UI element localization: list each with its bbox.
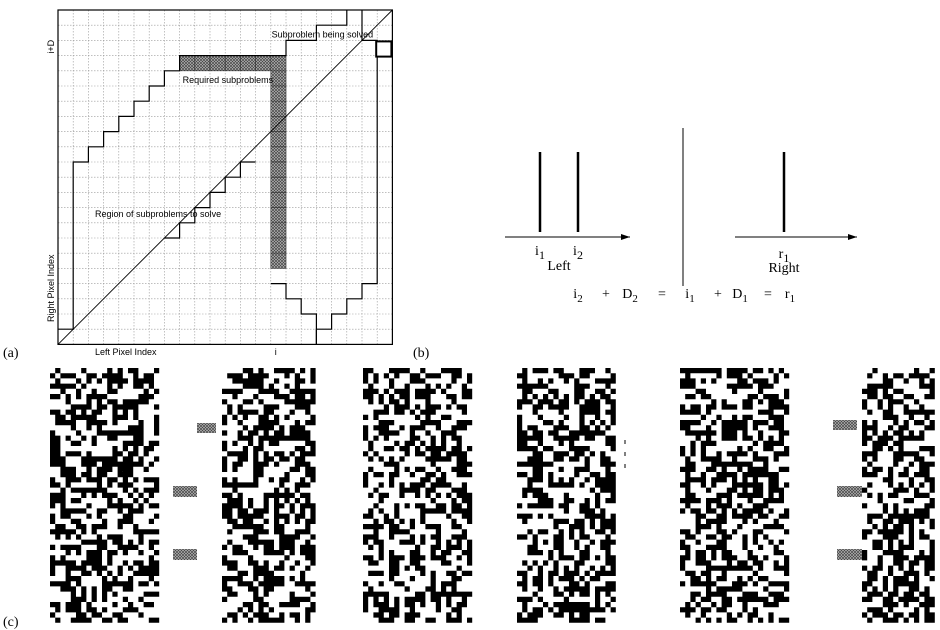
axis-label: Left (547, 259, 570, 274)
required-cell (270, 146, 287, 163)
required-cell (224, 55, 241, 72)
random-dots (862, 368, 935, 623)
symbol-base: i (685, 287, 689, 302)
required-cell (209, 55, 226, 72)
gray-patch (837, 486, 862, 497)
axis-label: Right Pixel Index (46, 254, 56, 322)
required-cell (270, 131, 287, 148)
symbol-base: D (622, 287, 632, 302)
required-cell (194, 55, 211, 72)
axis-mark: i (275, 347, 277, 357)
symbol-sub: 1 (689, 293, 695, 305)
symbol: + (602, 287, 610, 302)
region-boundary (270, 283, 317, 345)
frame (57, 9, 393, 345)
symbol-base: + (602, 287, 610, 302)
gray-patch (833, 420, 857, 430)
symbol: = (764, 287, 772, 302)
symbol: i1 (535, 244, 545, 262)
panel-label: (b) (413, 346, 430, 361)
arrow-head (848, 234, 857, 240)
symbol-sub: 1 (742, 293, 748, 305)
symbol: i2 (573, 244, 583, 262)
arrow-head (621, 234, 630, 240)
axis-label: Right (768, 261, 799, 276)
symbol-base: = (658, 287, 666, 302)
symbol-sub: 2 (632, 293, 638, 305)
annotation: Region of subproblems to solve (95, 209, 221, 219)
panel-c (50, 368, 935, 623)
required-cell (255, 55, 272, 72)
symbol-base: r (785, 287, 790, 302)
required-cell (270, 237, 287, 254)
symbol-base: + (714, 287, 722, 302)
axis-mark: i+D (46, 39, 56, 53)
symbol-sub: 2 (577, 293, 583, 305)
symbol-base: = (764, 287, 772, 302)
symbol: i1 (685, 287, 694, 305)
required-cell (270, 161, 287, 178)
axis-label: Left Pixel Index (95, 347, 157, 357)
required-cell (270, 55, 287, 72)
symbol-base: i (535, 244, 539, 259)
required-cell (270, 100, 287, 117)
gray-patch (173, 549, 197, 560)
symbol-sub: 2 (577, 248, 583, 262)
region-boundary (164, 161, 256, 239)
required-cell (270, 222, 287, 239)
gray-patch (837, 549, 862, 560)
symbol-base: r (779, 247, 784, 262)
symbol-sub: 1 (539, 248, 545, 262)
random-dots (50, 368, 160, 623)
panel-label: (a) (3, 346, 19, 361)
required-cell (270, 192, 287, 208)
symbol: = (658, 287, 666, 302)
required-cell (240, 55, 256, 72)
symbol: + (714, 287, 722, 302)
panel-label: (c) (3, 615, 19, 630)
symbol-base: D (732, 287, 742, 302)
symbol: D2 (622, 287, 638, 305)
region-boundary (315, 10, 378, 345)
symbol: D1 (732, 287, 748, 305)
symbol: i2 (573, 287, 582, 305)
symbol: r1 (785, 287, 795, 305)
symbol-sub: 1 (783, 251, 789, 265)
random-dots (680, 368, 790, 623)
gray-patch (173, 486, 197, 497)
required-cell (270, 207, 287, 224)
required-cell (179, 55, 196, 72)
random-dots (363, 368, 473, 623)
annotation: Subproblem being solved (272, 29, 374, 39)
required-cell (270, 85, 287, 102)
panel-a: Subproblem being solved Required subprobl… (46, 9, 393, 357)
symbol-base: i (573, 287, 577, 302)
annotation: Required subproblems (183, 75, 274, 85)
random-dots (222, 368, 316, 623)
gray-patch (197, 423, 216, 433)
symbol-base: i (573, 244, 577, 259)
symbol-sub: 1 (790, 293, 796, 305)
solved-cell (375, 40, 393, 58)
required-cell (270, 176, 287, 193)
required-cell (270, 252, 287, 269)
symbol: r1 (779, 247, 790, 265)
random-dots (517, 368, 616, 623)
region-boundary (58, 10, 348, 330)
